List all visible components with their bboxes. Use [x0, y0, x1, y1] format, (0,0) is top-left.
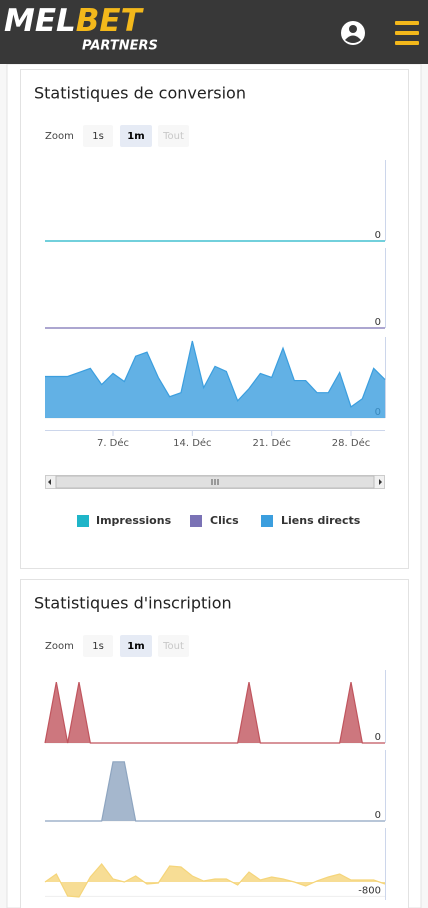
user-icon[interactable]	[341, 21, 365, 45]
scroll-grip	[211, 479, 219, 485]
menu-bar	[395, 31, 419, 35]
zoom-button-label: 1m	[127, 641, 144, 652]
zoom-label: Zoom	[45, 131, 74, 142]
menu-bar	[395, 41, 419, 45]
zoom-button-label: 1s	[92, 641, 104, 652]
zoom-button[interactable]	[158, 125, 189, 147]
line	[44, 863, 386, 898]
legend-label[interactable]: Clics	[210, 514, 239, 527]
zoom-button[interactable]	[83, 635, 113, 657]
user-body	[345, 35, 361, 43]
y-tick-label: 0	[375, 230, 381, 241]
legend-label[interactable]: Impressions	[96, 514, 172, 527]
legend-swatch[interactable]	[190, 515, 202, 527]
panel	[20, 579, 409, 908]
menu-icon[interactable]	[395, 21, 419, 45]
logo-part: MEL	[4, 3, 76, 39]
x-tick-label: 14. Déc	[173, 437, 211, 449]
zoom-label: Zoom	[45, 641, 74, 652]
legend-label[interactable]: Liens directs	[281, 514, 361, 527]
area	[45, 864, 385, 897]
zoom-button-label: 1s	[92, 131, 104, 142]
zoom-button-label: Tout	[162, 131, 184, 142]
x-tick-label: 28. Déc	[332, 437, 370, 449]
y-tick-label: -800	[358, 885, 381, 896]
menu-bar	[395, 21, 419, 25]
line	[45, 761, 385, 822]
legend-swatch[interactable]	[77, 515, 89, 527]
y-tick-label: 0	[375, 732, 381, 743]
scrollbar[interactable]	[45, 475, 385, 489]
line	[45, 340, 386, 408]
area	[45, 761, 385, 821]
logo-part: BET	[76, 3, 145, 39]
zoom-button[interactable]	[83, 125, 113, 147]
legend-swatch[interactable]	[261, 515, 273, 527]
zoom-button[interactable]	[120, 125, 152, 147]
logo-sub: PARTNERS	[82, 39, 158, 54]
area	[45, 682, 385, 743]
panel-title: Statistiques d'inscription	[34, 594, 232, 613]
zoom-button-label: 1m	[127, 131, 144, 142]
x-tick-label: 21. Déc	[252, 437, 290, 449]
y-tick-label: 0	[375, 317, 381, 328]
panel	[20, 69, 409, 569]
zoom-button-label: Tout	[162, 641, 184, 652]
x-tick-label: 7. Déc	[97, 437, 129, 449]
zoom-button[interactable]	[120, 635, 152, 657]
area	[45, 341, 385, 418]
line	[44, 682, 385, 744]
user-head	[349, 25, 357, 33]
panel-title: Statistiques de conversion	[34, 84, 246, 103]
y-tick-label: 0	[375, 810, 381, 821]
zoom-button[interactable]	[158, 635, 189, 657]
logo[interactable]: MELBET	[4, 3, 145, 39]
